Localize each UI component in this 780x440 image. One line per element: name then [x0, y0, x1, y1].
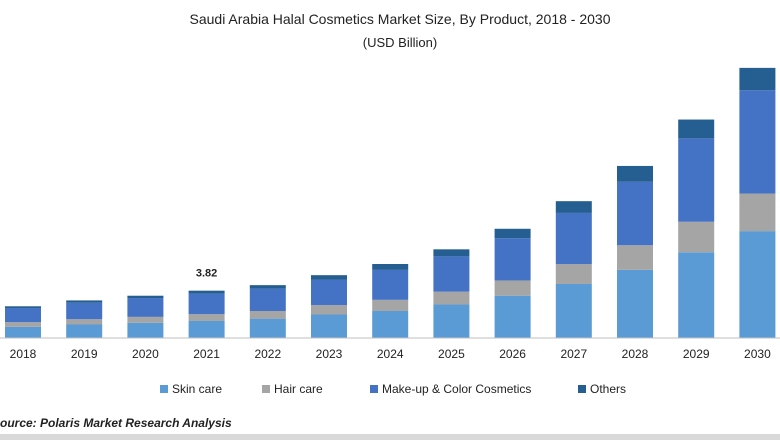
bar-segment-2028-s3 — [617, 165, 653, 182]
bar-segment-2022-s2 — [249, 288, 286, 311]
x-tick-label: 2024 — [377, 347, 404, 361]
bar-segment-2026-s3 — [494, 228, 531, 239]
bar-segment-2030-s2 — [739, 90, 776, 194]
bar-segment-2024-s1 — [372, 299, 409, 311]
bar-segment-2020-s2 — [127, 298, 164, 317]
bar-segment-2019-s2 — [66, 302, 103, 320]
x-tick-label: 2028 — [622, 347, 649, 361]
legend-swatch — [262, 385, 270, 393]
x-tick-label: 2026 — [499, 347, 526, 361]
legend-label: Skin care — [172, 382, 222, 396]
bar-segment-2018-s1 — [5, 322, 41, 327]
source-note: ource: Polaris Market Research Analysis — [0, 416, 232, 430]
bar-segment-2022-s0 — [249, 318, 286, 338]
legend-label: Hair care — [274, 382, 323, 396]
x-tick-label: 2021 — [193, 347, 220, 361]
bar-segment-2025-s3 — [433, 249, 470, 257]
bar-segment-2024-s2 — [372, 269, 409, 300]
bar-segment-2030-s3 — [739, 67, 776, 91]
bar-segment-2020-s3 — [127, 295, 164, 299]
bottom-border — [0, 434, 780, 440]
bar-segment-2021-s1 — [188, 314, 225, 321]
bar-segment-2022-s1 — [249, 310, 286, 319]
bar-segment-2027-s2 — [555, 212, 592, 265]
x-tick-labels: 2018 2019 2020 2021 2022 2023 2024 2025 2026 2027… — [10, 347, 771, 361]
bar-segment-2018-s3 — [5, 306, 41, 309]
chart-title: Saudi Arabia Halal Cosmetics Market Size… — [190, 11, 611, 27]
x-tick-label: 2018 — [10, 347, 37, 361]
bar-segment-2029-s3 — [678, 119, 715, 139]
bar-segment-2019-s1 — [66, 319, 103, 325]
x-tick-label: 2025 — [438, 347, 465, 361]
bar-segment-2026-s2 — [494, 238, 531, 281]
x-tick-label: 2019 — [71, 347, 98, 361]
legend-swatch — [370, 385, 378, 393]
bar-segment-2018-s0 — [5, 326, 41, 338]
bar-segment-2022-s3 — [249, 285, 286, 289]
legend-swatch — [160, 385, 168, 393]
x-tick-label: 2027 — [560, 347, 587, 361]
bars-group — [5, 67, 776, 338]
bar-segment-2018-s2 — [5, 308, 41, 323]
bar-segment-2023-s3 — [311, 275, 347, 280]
x-tick-label: 2023 — [316, 347, 343, 361]
bar-segment-2025-s1 — [433, 291, 470, 305]
bar-segment-2023-s1 — [311, 305, 347, 315]
legend-swatch — [578, 385, 586, 393]
bar-segment-2021-s2 — [188, 293, 225, 315]
bar-segment-2021-s0 — [188, 320, 225, 338]
x-tick-label: 2022 — [254, 347, 281, 361]
legend-label: Others — [590, 382, 626, 396]
bar-segment-2029-s0 — [678, 252, 715, 338]
chart-subtitle: (USD Billion) — [363, 35, 437, 50]
bar-segment-2021-s3 — [188, 290, 225, 294]
bar-segment-2023-s0 — [311, 314, 347, 338]
legend: Skin care Hair care Make-up & Color Cosmet… — [160, 382, 626, 396]
bar-segment-2027-s0 — [555, 283, 592, 338]
bar-segment-2027-s3 — [555, 201, 592, 213]
bar-segment-2027-s1 — [555, 264, 592, 284]
bar-segment-2028-s0 — [617, 269, 653, 338]
x-tick-label: 2029 — [683, 347, 710, 361]
bar-segment-2028-s1 — [617, 245, 653, 270]
bar-segment-2029-s2 — [678, 138, 715, 222]
bar-segment-2019-s3 — [66, 300, 103, 303]
bar-segment-2026-s1 — [494, 280, 531, 296]
bar-segment-2025-s0 — [433, 304, 470, 338]
bar-segment-2030-s0 — [739, 231, 776, 338]
legend-label: Make-up & Color Cosmetics — [382, 382, 531, 396]
bar-segment-2020-s0 — [127, 322, 164, 338]
bar-segment-2024-s0 — [372, 310, 409, 338]
bar-segment-2028-s2 — [617, 181, 653, 246]
bar-segment-2029-s1 — [678, 221, 715, 253]
bar-segment-2020-s1 — [127, 316, 164, 323]
bar-segment-2023-s2 — [311, 279, 347, 306]
bar-segment-2024-s3 — [372, 264, 409, 270]
bar-segment-2030-s1 — [739, 193, 776, 232]
bar-segment-2025-s2 — [433, 256, 470, 292]
data-label: 3.82 — [196, 268, 217, 280]
bar-segment-2019-s0 — [66, 324, 103, 338]
bar-segment-2026-s0 — [494, 295, 531, 338]
data-labels: 3.82 — [196, 268, 217, 280]
x-tick-label: 2020 — [132, 347, 159, 361]
x-tick-label: 2030 — [744, 347, 771, 361]
